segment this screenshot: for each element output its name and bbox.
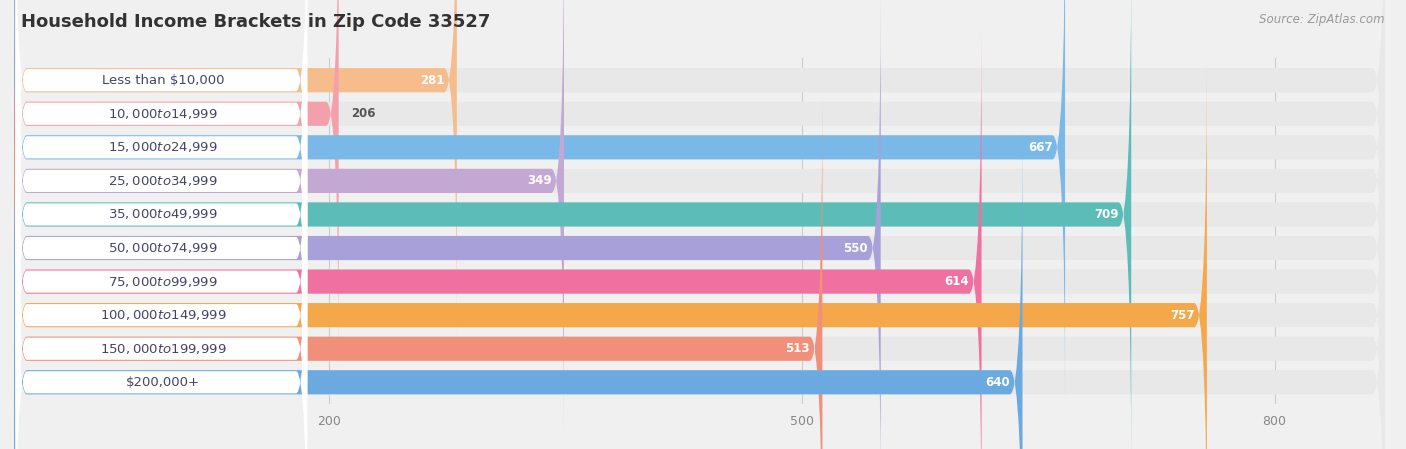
FancyBboxPatch shape — [15, 0, 307, 438]
FancyBboxPatch shape — [14, 126, 1385, 449]
Text: $200,000+: $200,000+ — [127, 376, 200, 389]
FancyBboxPatch shape — [14, 92, 1385, 449]
FancyBboxPatch shape — [14, 25, 981, 449]
Text: $25,000 to $34,999: $25,000 to $34,999 — [108, 174, 218, 188]
FancyBboxPatch shape — [14, 0, 564, 437]
Text: 667: 667 — [1028, 141, 1053, 154]
Text: $10,000 to $14,999: $10,000 to $14,999 — [108, 107, 218, 121]
FancyBboxPatch shape — [14, 0, 1385, 437]
FancyBboxPatch shape — [14, 0, 1385, 404]
Text: 513: 513 — [786, 342, 810, 355]
Text: 349: 349 — [527, 174, 551, 187]
Text: 709: 709 — [1094, 208, 1119, 221]
FancyBboxPatch shape — [14, 0, 1385, 337]
FancyBboxPatch shape — [15, 0, 307, 338]
Text: $100,000 to $149,999: $100,000 to $149,999 — [100, 308, 226, 322]
Text: Household Income Brackets in Zip Code 33527: Household Income Brackets in Zip Code 33… — [21, 13, 491, 31]
Text: $150,000 to $199,999: $150,000 to $199,999 — [100, 342, 226, 356]
FancyBboxPatch shape — [14, 59, 1206, 449]
Text: $35,000 to $49,999: $35,000 to $49,999 — [108, 207, 218, 221]
Text: 281: 281 — [420, 74, 444, 87]
Text: $50,000 to $74,999: $50,000 to $74,999 — [108, 241, 218, 255]
FancyBboxPatch shape — [14, 0, 457, 337]
FancyBboxPatch shape — [14, 0, 339, 370]
FancyBboxPatch shape — [14, 126, 1022, 449]
Text: Source: ZipAtlas.com: Source: ZipAtlas.com — [1260, 13, 1385, 26]
Text: $75,000 to $99,999: $75,000 to $99,999 — [108, 275, 218, 289]
FancyBboxPatch shape — [15, 58, 307, 449]
FancyBboxPatch shape — [15, 158, 307, 449]
Text: 206: 206 — [352, 107, 375, 120]
FancyBboxPatch shape — [14, 0, 1066, 404]
Text: Less than $10,000: Less than $10,000 — [101, 74, 224, 87]
Text: 550: 550 — [844, 242, 868, 255]
FancyBboxPatch shape — [14, 0, 1385, 449]
Text: 614: 614 — [945, 275, 969, 288]
FancyBboxPatch shape — [14, 0, 1385, 449]
FancyBboxPatch shape — [14, 0, 1385, 370]
FancyBboxPatch shape — [15, 91, 307, 449]
FancyBboxPatch shape — [14, 92, 823, 449]
FancyBboxPatch shape — [15, 125, 307, 449]
FancyBboxPatch shape — [14, 25, 1385, 449]
FancyBboxPatch shape — [14, 59, 1385, 449]
FancyBboxPatch shape — [15, 24, 307, 449]
FancyBboxPatch shape — [14, 0, 1132, 449]
FancyBboxPatch shape — [15, 0, 307, 405]
Text: 757: 757 — [1170, 308, 1194, 321]
FancyBboxPatch shape — [15, 0, 307, 304]
FancyBboxPatch shape — [14, 0, 880, 449]
Text: $15,000 to $24,999: $15,000 to $24,999 — [108, 141, 218, 154]
Text: 640: 640 — [986, 376, 1010, 389]
FancyBboxPatch shape — [15, 0, 307, 371]
